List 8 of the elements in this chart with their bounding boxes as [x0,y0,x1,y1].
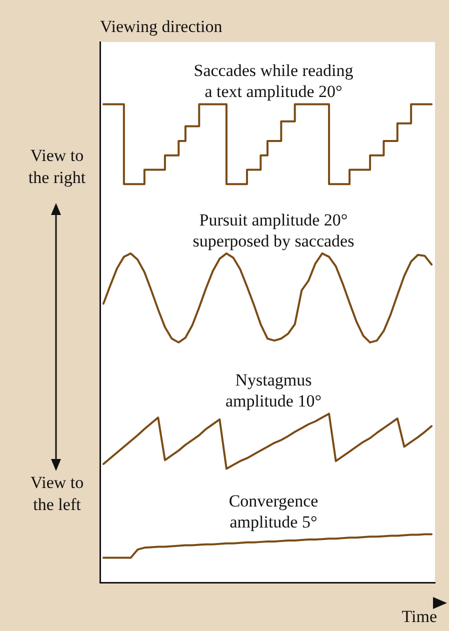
x-axis-title: Time [402,606,437,628]
series-label: Saccades while reading a text amplitude 20° [194,61,354,102]
series-label: Pursuit amplitude 20° superposed by saccades [192,210,354,250]
series-label: Convergence amplitude 5° [228,491,318,532]
text: View to the left [29,472,85,516]
text: View to the right [27,145,87,189]
y-axis-title: Viewing direction [100,16,222,38]
series-label: Nystagmus amplitude 10° [225,370,322,411]
